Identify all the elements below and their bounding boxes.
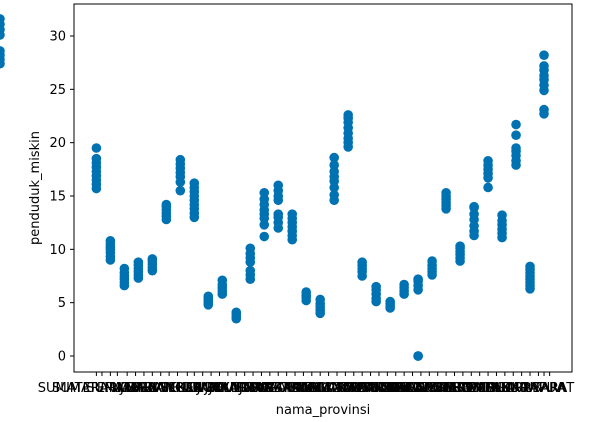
data-point — [301, 287, 312, 297]
x-tick-label: JAWA TENGAH — [203, 381, 296, 396]
data-point — [539, 61, 549, 71]
data-point — [539, 50, 549, 60]
x-tick-label: DKI JAKARTA — [182, 381, 262, 396]
data-point — [413, 274, 423, 285]
data-point — [287, 209, 298, 219]
data-point — [0, 14, 5, 24]
y-tick-label: 25 — [49, 83, 66, 98]
data-point — [161, 199, 172, 210]
x-tick-label: KALIMANTAN BARAT — [283, 381, 413, 396]
x-tick-label: SUMATERA SELATAN — [86, 381, 218, 396]
x-tick-label: KALIMANTAN TIMUR — [325, 381, 454, 396]
x-tick-label: JAWA TIMUR — [238, 381, 318, 396]
x-tick-label: RIAU — [109, 381, 140, 396]
x-tick-label: SULAWESI UTARA — [361, 381, 475, 396]
data-point — [315, 294, 326, 305]
data-point — [245, 265, 256, 276]
data-point — [91, 143, 102, 153]
data-point — [329, 190, 339, 200]
y-tick-label: 0 — [58, 350, 66, 365]
data-point — [427, 256, 437, 266]
data-point — [175, 185, 186, 196]
x-tick-label: KALIMANTAN SELATAN — [304, 381, 449, 396]
y-tick-label: 30 — [49, 30, 66, 45]
data-point — [147, 254, 158, 264]
data-points — [0, 14, 549, 361]
x-tick-label: KEP. BANGKA BELITUNG — [117, 381, 272, 396]
data-point — [245, 243, 256, 254]
data-point — [343, 110, 353, 120]
y-tick-label: 20 — [49, 136, 66, 151]
plot-frame — [73, 3, 573, 373]
data-point — [441, 188, 451, 198]
data-point — [511, 143, 521, 153]
data-point — [483, 182, 493, 193]
x-tick-label: KEP. RIAU — [177, 381, 239, 396]
y-axis-label: penduduk_miskin — [28, 131, 43, 245]
data-point — [525, 261, 535, 272]
x-tick-label: DI YOGYAKARTA — [213, 381, 315, 396]
data-point — [231, 307, 242, 318]
data-point — [119, 263, 130, 274]
x-tick-label: PAPUA BARAT — [486, 381, 574, 396]
x-tick-label: BENGKULU — [131, 381, 202, 396]
x-axis-ticks — [95, 372, 551, 376]
data-point — [371, 281, 381, 292]
data-point — [357, 257, 367, 267]
y-axis-ticks: 0 5 10 15 20 25 30 — [49, 30, 74, 365]
data-point — [189, 178, 200, 188]
data-point — [483, 156, 493, 166]
data-point — [91, 153, 102, 164]
data-point — [0, 46, 5, 56]
x-tick-label: MALUKU UTARA — [466, 381, 567, 396]
x-tick-label: MALUKU — [475, 381, 529, 396]
x-tick-label: NUSA TENGGARA BARAT — [241, 381, 400, 396]
data-point — [259, 188, 270, 198]
x-tick-label: LAMPUNG — [148, 381, 213, 396]
x-tick-label: JAMBI — [119, 381, 156, 396]
x-tick-label: JAWA BARAT — [196, 381, 276, 396]
data-point — [469, 201, 479, 212]
data-point — [273, 209, 284, 219]
x-tick-label: NUSA TENGGARA TIMUR — [255, 381, 414, 396]
data-point — [259, 231, 270, 242]
x-tick-label: BALI — [292, 381, 321, 396]
x-tick-label: PAPUA — [523, 381, 565, 396]
data-point — [329, 152, 339, 163]
x-tick-label: KALIMANTAN UTARA — [339, 381, 470, 396]
data-point — [399, 279, 409, 290]
x-tick-label: KALIMANTAN TENGAH — [291, 381, 433, 396]
x-tick-label: SULAWESI BARAT — [432, 381, 545, 396]
y-tick-label: 10 — [49, 243, 66, 258]
data-point — [175, 154, 186, 165]
data-point — [105, 236, 116, 246]
data-point — [497, 210, 507, 220]
x-tick-label: SULAWESI TENGGARA — [389, 381, 532, 396]
y-tick-label: 15 — [49, 190, 66, 205]
data-point — [511, 119, 521, 130]
x-tick-label: SUMATERA BARAT — [52, 381, 169, 396]
data-point — [385, 296, 395, 307]
data-point — [273, 180, 284, 191]
x-tick-label: SULAWESI TENGAH — [369, 381, 494, 396]
data-point — [133, 257, 144, 267]
y-tick-label: 5 — [58, 296, 66, 311]
data-point — [539, 104, 549, 115]
data-point — [203, 291, 214, 302]
x-tick-label: BANTEN — [266, 381, 319, 396]
x-tick-label: GORONTALO — [433, 381, 515, 396]
x-tick-label: SUMATERA UTARA — [38, 381, 155, 396]
data-point — [413, 351, 423, 361]
data-point — [329, 160, 339, 170]
data-point — [217, 275, 228, 286]
data-point — [455, 241, 465, 251]
data-point — [511, 130, 521, 140]
x-tick-label: SULAWESI SELATAN — [382, 381, 510, 396]
x-axis-label: nama_provinsi — [276, 403, 371, 418]
